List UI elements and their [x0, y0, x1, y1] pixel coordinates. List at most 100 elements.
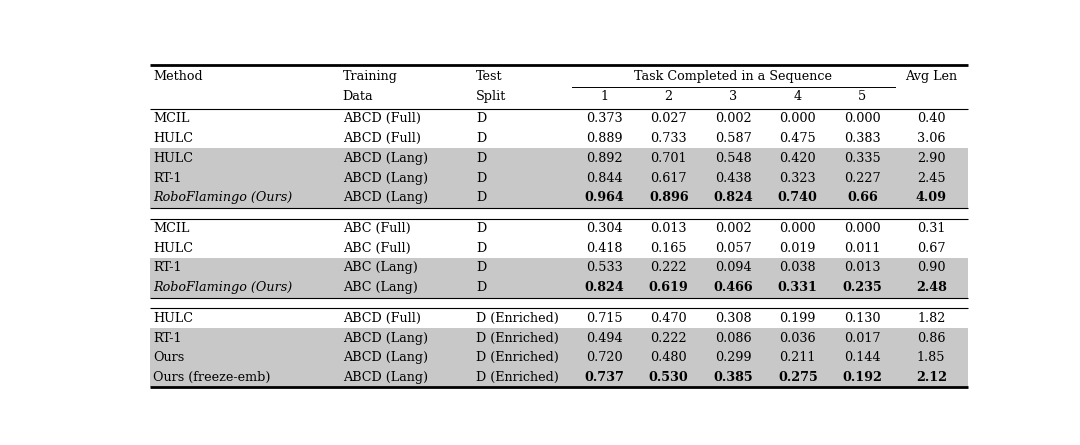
Text: 0.420: 0.420: [780, 152, 816, 165]
Text: 0.533: 0.533: [585, 261, 622, 275]
Text: Test: Test: [476, 70, 503, 83]
Text: 0.824: 0.824: [584, 281, 624, 294]
Text: D: D: [476, 171, 486, 185]
Text: 5: 5: [859, 90, 866, 103]
Text: Task Completed in a Sequence: Task Completed in a Sequence: [634, 70, 833, 83]
Text: 0.017: 0.017: [845, 332, 880, 344]
Text: 0.889: 0.889: [585, 132, 622, 145]
Text: 2: 2: [664, 90, 673, 103]
Text: 0.000: 0.000: [780, 222, 816, 235]
Text: ABC (Full): ABC (Full): [342, 222, 410, 235]
Text: 0.480: 0.480: [650, 352, 687, 364]
Text: 0.475: 0.475: [780, 132, 816, 145]
Text: D: D: [476, 191, 486, 204]
Text: 0.144: 0.144: [845, 352, 880, 364]
Text: HULC: HULC: [153, 242, 193, 255]
Text: ABC (Full): ABC (Full): [342, 242, 410, 255]
Text: 0.304: 0.304: [585, 222, 622, 235]
Text: 0.000: 0.000: [845, 112, 880, 125]
Text: D: D: [476, 152, 486, 165]
Text: D (Enriched): D (Enriched): [476, 352, 559, 364]
Text: 0.373: 0.373: [585, 112, 622, 125]
Text: Method: Method: [153, 70, 203, 83]
Text: 0.199: 0.199: [780, 312, 816, 325]
Text: 0.844: 0.844: [585, 171, 622, 185]
Text: 0.587: 0.587: [715, 132, 752, 145]
Text: 0.896: 0.896: [649, 191, 689, 204]
Text: D: D: [476, 261, 486, 275]
Text: 0.038: 0.038: [780, 261, 816, 275]
Text: 0.002: 0.002: [715, 112, 752, 125]
Text: 2.45: 2.45: [917, 171, 946, 185]
Text: 0.000: 0.000: [845, 222, 880, 235]
Text: 0.165: 0.165: [650, 242, 687, 255]
Bar: [150, 168, 968, 188]
Text: Ours: Ours: [153, 352, 185, 364]
Text: Ours (freeze-emb): Ours (freeze-emb): [153, 371, 271, 384]
Text: 4: 4: [794, 90, 801, 103]
Text: 4.09: 4.09: [916, 191, 947, 204]
Text: 0.299: 0.299: [715, 352, 752, 364]
Text: 0.094: 0.094: [715, 261, 752, 275]
Text: 0.720: 0.720: [585, 352, 622, 364]
Text: 0.086: 0.086: [715, 332, 752, 344]
Text: 0.40: 0.40: [917, 112, 945, 125]
Text: 0.323: 0.323: [780, 171, 816, 185]
Text: 0.86: 0.86: [917, 332, 945, 344]
Text: ABC (Lang): ABC (Lang): [342, 281, 418, 294]
Text: Split: Split: [476, 90, 507, 103]
Text: ABCD (Lang): ABCD (Lang): [342, 191, 428, 204]
Text: 0.019: 0.019: [780, 242, 816, 255]
Text: 0.737: 0.737: [584, 371, 624, 384]
Text: 2.12: 2.12: [916, 371, 947, 384]
Bar: [150, 368, 968, 388]
Text: 0.308: 0.308: [715, 312, 752, 325]
Text: 0.824: 0.824: [714, 191, 753, 204]
Text: 0.701: 0.701: [650, 152, 687, 165]
Text: RT-1: RT-1: [153, 171, 181, 185]
Text: RT-1: RT-1: [153, 332, 181, 344]
Text: 0.027: 0.027: [650, 112, 687, 125]
Text: Training: Training: [342, 70, 397, 83]
Text: 0.130: 0.130: [845, 312, 880, 325]
Bar: [150, 148, 968, 168]
Text: 1: 1: [600, 90, 608, 103]
Text: MCIL: MCIL: [153, 222, 190, 235]
Text: 0.235: 0.235: [842, 281, 882, 294]
Bar: [150, 348, 968, 368]
Text: Avg Len: Avg Len: [905, 70, 957, 83]
Text: 0.383: 0.383: [845, 132, 880, 145]
Text: MCIL: MCIL: [153, 112, 190, 125]
Text: 0.66: 0.66: [847, 191, 878, 204]
Text: 0.470: 0.470: [650, 312, 687, 325]
Text: Data: Data: [342, 90, 374, 103]
Text: ABCD (Full): ABCD (Full): [342, 312, 421, 325]
Text: HULC: HULC: [153, 152, 193, 165]
Text: 0.331: 0.331: [778, 281, 818, 294]
Text: ABCD (Full): ABCD (Full): [342, 112, 421, 125]
Text: RoboFlamingo (Ours): RoboFlamingo (Ours): [153, 191, 293, 204]
Bar: [150, 328, 968, 348]
Text: 0.222: 0.222: [650, 332, 687, 344]
Text: RoboFlamingo (Ours): RoboFlamingo (Ours): [153, 281, 293, 294]
Bar: [150, 188, 968, 208]
Text: HULC: HULC: [153, 132, 193, 145]
Text: 0.619: 0.619: [649, 281, 689, 294]
Text: 0.275: 0.275: [778, 371, 818, 384]
Text: 0.011: 0.011: [845, 242, 880, 255]
Text: 0.013: 0.013: [650, 222, 687, 235]
Text: RT-1: RT-1: [153, 261, 181, 275]
Text: D: D: [476, 132, 486, 145]
Text: 0.227: 0.227: [845, 171, 880, 185]
Text: ABCD (Full): ABCD (Full): [342, 132, 421, 145]
Text: 0.000: 0.000: [780, 112, 816, 125]
Text: 0.036: 0.036: [780, 332, 816, 344]
Text: 0.90: 0.90: [917, 261, 945, 275]
Text: 2.90: 2.90: [917, 152, 945, 165]
Text: 0.438: 0.438: [715, 171, 752, 185]
Text: HULC: HULC: [153, 312, 193, 325]
Text: 0.211: 0.211: [780, 352, 816, 364]
Text: 0.733: 0.733: [650, 132, 687, 145]
Text: 0.617: 0.617: [650, 171, 687, 185]
Text: D (Enriched): D (Enriched): [476, 312, 559, 325]
